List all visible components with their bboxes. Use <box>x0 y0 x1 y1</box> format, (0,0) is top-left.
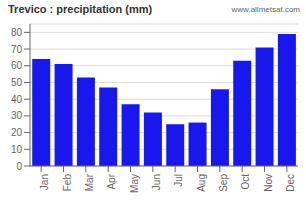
svg-text:40: 40 <box>11 94 23 105</box>
svg-text:70: 70 <box>11 44 23 55</box>
svg-text:Jan: Jan <box>39 174 50 190</box>
svg-text:80: 80 <box>11 27 23 38</box>
svg-text:10: 10 <box>11 144 23 155</box>
svg-text:20: 20 <box>11 127 23 138</box>
svg-text:Sep: Sep <box>218 174 229 192</box>
svg-text:Aug: Aug <box>196 174 207 192</box>
svg-text:0: 0 <box>16 161 22 172</box>
svg-text:50: 50 <box>11 77 23 88</box>
svg-text:May: May <box>129 174 140 193</box>
html-text:www.allmetsat.com: www.allmetsat.com <box>231 4 300 14</box>
svg-text:30: 30 <box>11 110 23 121</box>
svg-text:Dec: Dec <box>285 174 296 192</box>
svg-text:Mar: Mar <box>84 173 95 191</box>
svg-text:Oct: Oct <box>240 174 251 190</box>
svg-text:Apr: Apr <box>106 173 117 189</box>
svg-text:Nov: Nov <box>263 174 274 192</box>
svg-text:60: 60 <box>11 60 23 71</box>
svg-text:Feb: Feb <box>62 174 73 192</box>
svg-text:Jun: Jun <box>151 174 162 190</box>
html-text:Trevico : precipitation (mm): Trevico : precipitation (mm) <box>8 3 153 15</box>
svg-text:Jul: Jul <box>173 174 184 187</box>
